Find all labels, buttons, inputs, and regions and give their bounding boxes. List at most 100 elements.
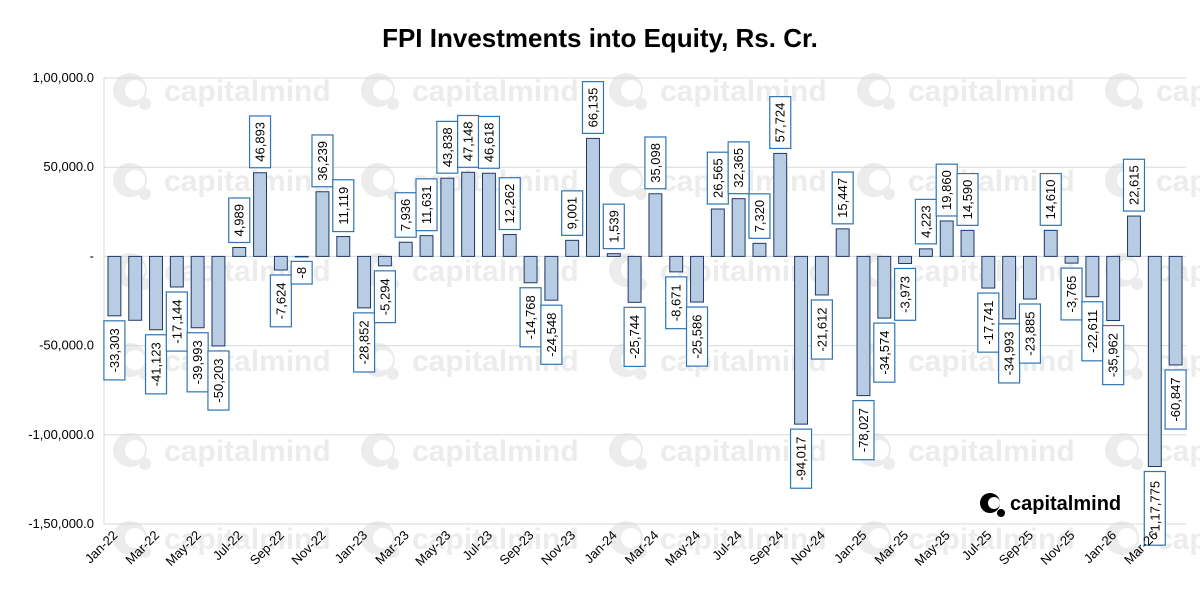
bar	[648, 193, 663, 257]
data-label-box	[352, 312, 376, 373]
data-label: 14,610	[1039, 172, 1062, 226]
watermark-tile: capitalmind	[857, 521, 1075, 558]
watermark-text: capitalmind	[164, 523, 331, 556]
bar	[149, 255, 163, 331]
bar	[669, 255, 684, 273]
data-label: 14,590	[956, 172, 979, 226]
data-label-box	[207, 350, 230, 411]
data-label-box	[103, 320, 126, 381]
watermark-text: capitalmind	[908, 75, 1075, 108]
bar	[898, 255, 913, 264]
data-label-box	[1122, 158, 1146, 212]
data-label-text: -8,671	[669, 284, 684, 321]
data-label: 9,001	[561, 190, 584, 236]
data-label-text: -34,574	[877, 331, 892, 375]
data-label-text: -22,611	[1085, 310, 1100, 353]
data-label-text: -25,744	[627, 315, 642, 359]
data-label-box	[1143, 470, 1166, 546]
data-label: 36,239	[311, 134, 334, 188]
data-label-text: 47,148	[461, 122, 476, 162]
data-label: -25,744	[623, 306, 646, 368]
watermark-text: capitalmind	[412, 523, 579, 556]
data-label-box	[602, 203, 625, 250]
data-label-box	[269, 274, 292, 328]
bar	[918, 248, 933, 257]
bar	[960, 229, 975, 257]
bar	[294, 255, 309, 258]
watermark-tile: capitalmind	[361, 521, 579, 558]
data-label-box	[561, 190, 584, 236]
bar	[690, 255, 704, 303]
watermark-text: capitalmind	[908, 435, 1075, 468]
data-label-box	[727, 141, 750, 195]
data-label-text: 4,989	[232, 204, 247, 237]
data-label: -41,123	[144, 334, 168, 395]
data-label: -28,852	[352, 312, 376, 373]
data-label-text: -7,624	[273, 282, 288, 319]
y-tick-label: 50,000.0	[43, 159, 94, 174]
data-label: -24,548	[540, 304, 563, 365]
data-label-text: 14,590	[960, 180, 975, 220]
data-label-text: -3,973	[898, 276, 913, 313]
bar	[1168, 255, 1183, 366]
data-label-text: 46,618	[481, 122, 496, 162]
data-label-text: 12,262	[502, 184, 517, 224]
data-label-box	[623, 306, 646, 368]
bar	[856, 255, 871, 397]
data-label-box	[311, 134, 334, 188]
watermark-text: capitalmind	[164, 165, 331, 198]
data-label-box	[498, 177, 521, 231]
logo: capitalmind	[980, 493, 1121, 517]
data-label: -33,303	[103, 320, 126, 381]
data-label: 11,631	[415, 178, 438, 232]
bar	[253, 172, 268, 257]
watermark-tile: capitalmind	[857, 433, 1075, 470]
data-label-text: -14,768	[523, 295, 538, 339]
data-label-box	[831, 171, 854, 225]
data-label-box	[477, 115, 501, 169]
watermark-tile: capitalmind	[857, 73, 1075, 110]
chart-title: FPI Investments into Equity, Rs. Cr.	[382, 23, 818, 53]
data-label-box	[914, 198, 938, 245]
data-label-box	[1018, 303, 1042, 364]
data-label-box	[748, 193, 771, 239]
watermark-text: capitalmind	[412, 75, 579, 108]
data-label: -8	[290, 260, 313, 285]
y-axis-ticks: 1,00,000.0 50,000.0 - -50,000.0 -1,00,000.0 -…	[28, 70, 94, 531]
data-label: 7,320	[748, 193, 771, 239]
bar	[939, 220, 954, 257]
bar	[565, 239, 580, 257]
bar	[877, 255, 892, 319]
data-label: -17,741	[977, 292, 1000, 353]
data-label: 12,262	[498, 177, 521, 231]
data-label: 46,618	[477, 115, 501, 169]
data-label-text: 14,610	[1043, 180, 1058, 220]
data-label-text: 57,724	[773, 103, 788, 143]
data-label: 4,989	[228, 197, 251, 244]
watermark-text: capitalmind	[412, 435, 579, 468]
data-label-box	[581, 81, 605, 135]
data-label: 47,148	[457, 114, 480, 168]
bar	[169, 255, 184, 288]
data-label-text: -8	[294, 267, 309, 279]
data-label: -60,847	[1164, 369, 1187, 430]
data-label: -3,973	[893, 267, 917, 321]
data-label-box	[144, 334, 168, 395]
bar	[1043, 229, 1058, 257]
y-tick-label: -50,000.0	[39, 338, 94, 353]
y-tick-label: -1,50,000.0	[28, 516, 94, 531]
watermark-tile: capitalmind	[609, 521, 827, 558]
data-label: -34,993	[998, 323, 1021, 384]
data-label: 1,539	[602, 203, 625, 250]
data-label: -22,611	[1081, 301, 1104, 362]
bar	[544, 255, 559, 301]
bar	[627, 255, 642, 303]
data-label-box	[893, 267, 917, 321]
watermark-text: capitalmind	[1156, 435, 1200, 468]
data-label: -23,885	[1018, 303, 1042, 364]
data-label-text: 66,135	[585, 88, 600, 128]
data-label-text: -21,612	[814, 307, 829, 351]
data-label: -35,962	[1102, 324, 1125, 386]
bar	[606, 253, 621, 257]
data-label-text: 1,539	[606, 210, 621, 243]
